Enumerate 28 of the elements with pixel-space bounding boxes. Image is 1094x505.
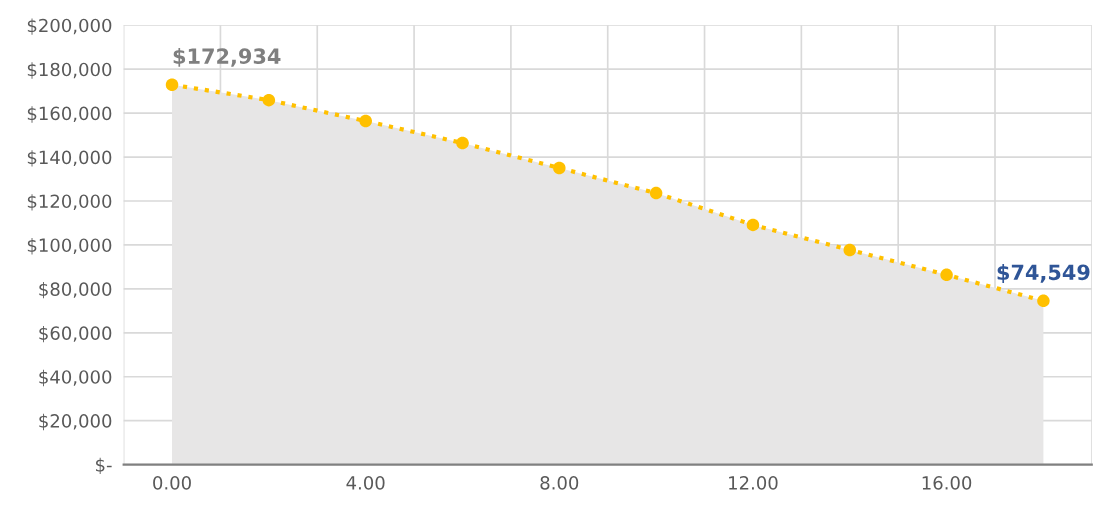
y-tick-label: $80,000 (39, 282, 112, 299)
y-tick-label: $40,000 (39, 369, 112, 387)
y-tick-label: $- (96, 457, 112, 475)
y-tick-label: $180,000 (27, 62, 112, 79)
x-tick-label: 8.00 (540, 476, 579, 490)
x-tick-label: 16.00 (922, 476, 972, 490)
y-tick-label: $200,000 (27, 18, 112, 35)
point (649, 186, 663, 200)
point (262, 93, 276, 107)
y-tick-label: $60,000 (39, 325, 112, 343)
y-tick-label: $140,000 (27, 150, 112, 167)
point (1037, 294, 1050, 308)
y-tick-label: $20,000 (39, 413, 112, 431)
point (843, 243, 857, 257)
annotation: $172,934 (173, 47, 281, 67)
y-tick-label: $120,000 (27, 194, 112, 211)
point (456, 136, 469, 150)
y-tick-label: $100,000 (27, 238, 112, 255)
point (553, 161, 566, 175)
point (165, 78, 179, 91)
x-tick-label: 4.00 (346, 476, 385, 490)
annotation: $74,549 (997, 264, 1090, 283)
point (940, 268, 953, 282)
x-tick-label: 12.00 (729, 476, 778, 490)
point (746, 218, 760, 232)
y-tick-label: $160,000 (27, 106, 112, 123)
x-tick-label: 0.00 (153, 476, 191, 490)
point (359, 114, 372, 128)
